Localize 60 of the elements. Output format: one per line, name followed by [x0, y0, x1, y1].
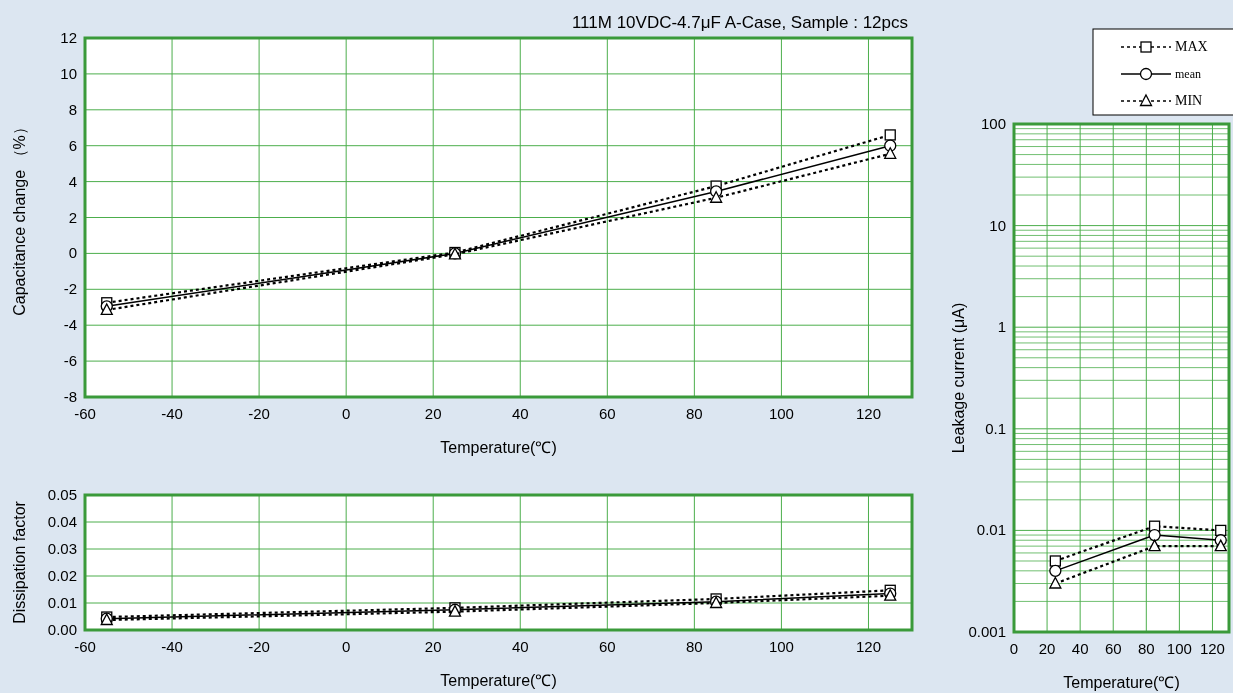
y-tick-label: 0.001	[968, 623, 1006, 640]
y-tick-label: 1	[997, 318, 1006, 336]
x-tick-label: -60	[74, 405, 96, 422]
x-tick-label: 60	[598, 638, 616, 655]
y-tick-label: 8	[68, 100, 77, 118]
x-tick-label: 80	[686, 638, 703, 655]
x-tick-label: 80	[1137, 640, 1155, 657]
x-tick-label: 0	[341, 638, 351, 655]
y-axis-title: Capacitance change （%）	[11, 119, 28, 316]
x-tick-label: 80	[686, 405, 703, 422]
y-tick-label: 6	[68, 136, 77, 154]
x-tick-label: 120	[855, 405, 881, 422]
y-tick-label: 4	[68, 172, 77, 190]
x-tick-label: -20	[248, 638, 270, 655]
legend-label: MAX	[1175, 39, 1208, 54]
x-tick-label: 60	[1104, 640, 1122, 657]
y-tick-label: 0.02	[47, 567, 77, 584]
x-tick-label: -20	[248, 405, 270, 422]
y-tick-label: 0.00	[47, 621, 77, 638]
y-tick-label: 0.1	[985, 419, 1006, 437]
y-tick-label: 0.01	[47, 594, 77, 611]
x-tick-label: 20	[424, 638, 442, 655]
x-tick-label: 40	[511, 638, 529, 655]
y-tick-label: -2	[63, 280, 77, 298]
x-axis-title: Temperature(℃)	[440, 439, 557, 456]
y-axis-title: Dissipation factor	[11, 500, 28, 624]
x-tick-label: -40	[161, 638, 183, 655]
x-tick-label: 120	[1199, 640, 1225, 657]
x-axis-title: Temperature(℃)	[1063, 674, 1180, 691]
x-tick-label: 20	[1038, 640, 1056, 657]
y-tick-label: -4	[63, 316, 77, 334]
y-tick-label: 0.04	[47, 513, 77, 530]
y-tick-label: 100	[980, 115, 1006, 132]
y-tick-label: 12	[60, 29, 77, 46]
x-tick-label: 0	[1009, 640, 1019, 657]
y-tick-label: 2	[68, 208, 77, 226]
x-tick-label: -40	[161, 405, 183, 422]
x-tick-label: 100	[1166, 640, 1192, 657]
y-tick-label: 0	[68, 244, 77, 262]
x-tick-label: 100	[768, 405, 794, 422]
y-tick-label: 10	[60, 64, 77, 82]
x-tick-label: -60	[74, 638, 96, 655]
x-tick-label: 120	[855, 638, 881, 655]
x-tick-label: 40	[511, 405, 529, 422]
chart-title: 111M 10VDC-4.7μF A-Case, Sample : 12pcs	[571, 13, 908, 32]
legend-label: MIN	[1175, 93, 1203, 108]
y-tick-label: -6	[63, 352, 77, 370]
y-tick-label: 0.01	[976, 521, 1006, 539]
x-axis-title: Temperature(℃)	[440, 672, 557, 689]
y-tick-label: 0.05	[47, 486, 77, 503]
legend-label: mean	[1175, 67, 1201, 81]
y-axis-title: Leakage current (μA)	[950, 302, 967, 454]
x-tick-label: 20	[424, 405, 442, 422]
x-tick-label: 0	[341, 405, 351, 422]
x-tick-label: 100	[768, 638, 794, 655]
x-tick-label: 60	[598, 405, 616, 422]
y-tick-label: 0.03	[47, 540, 77, 557]
y-tick-label: 10	[989, 216, 1006, 234]
y-tick-label: -8	[63, 388, 77, 405]
x-tick-label: 40	[1071, 640, 1089, 657]
